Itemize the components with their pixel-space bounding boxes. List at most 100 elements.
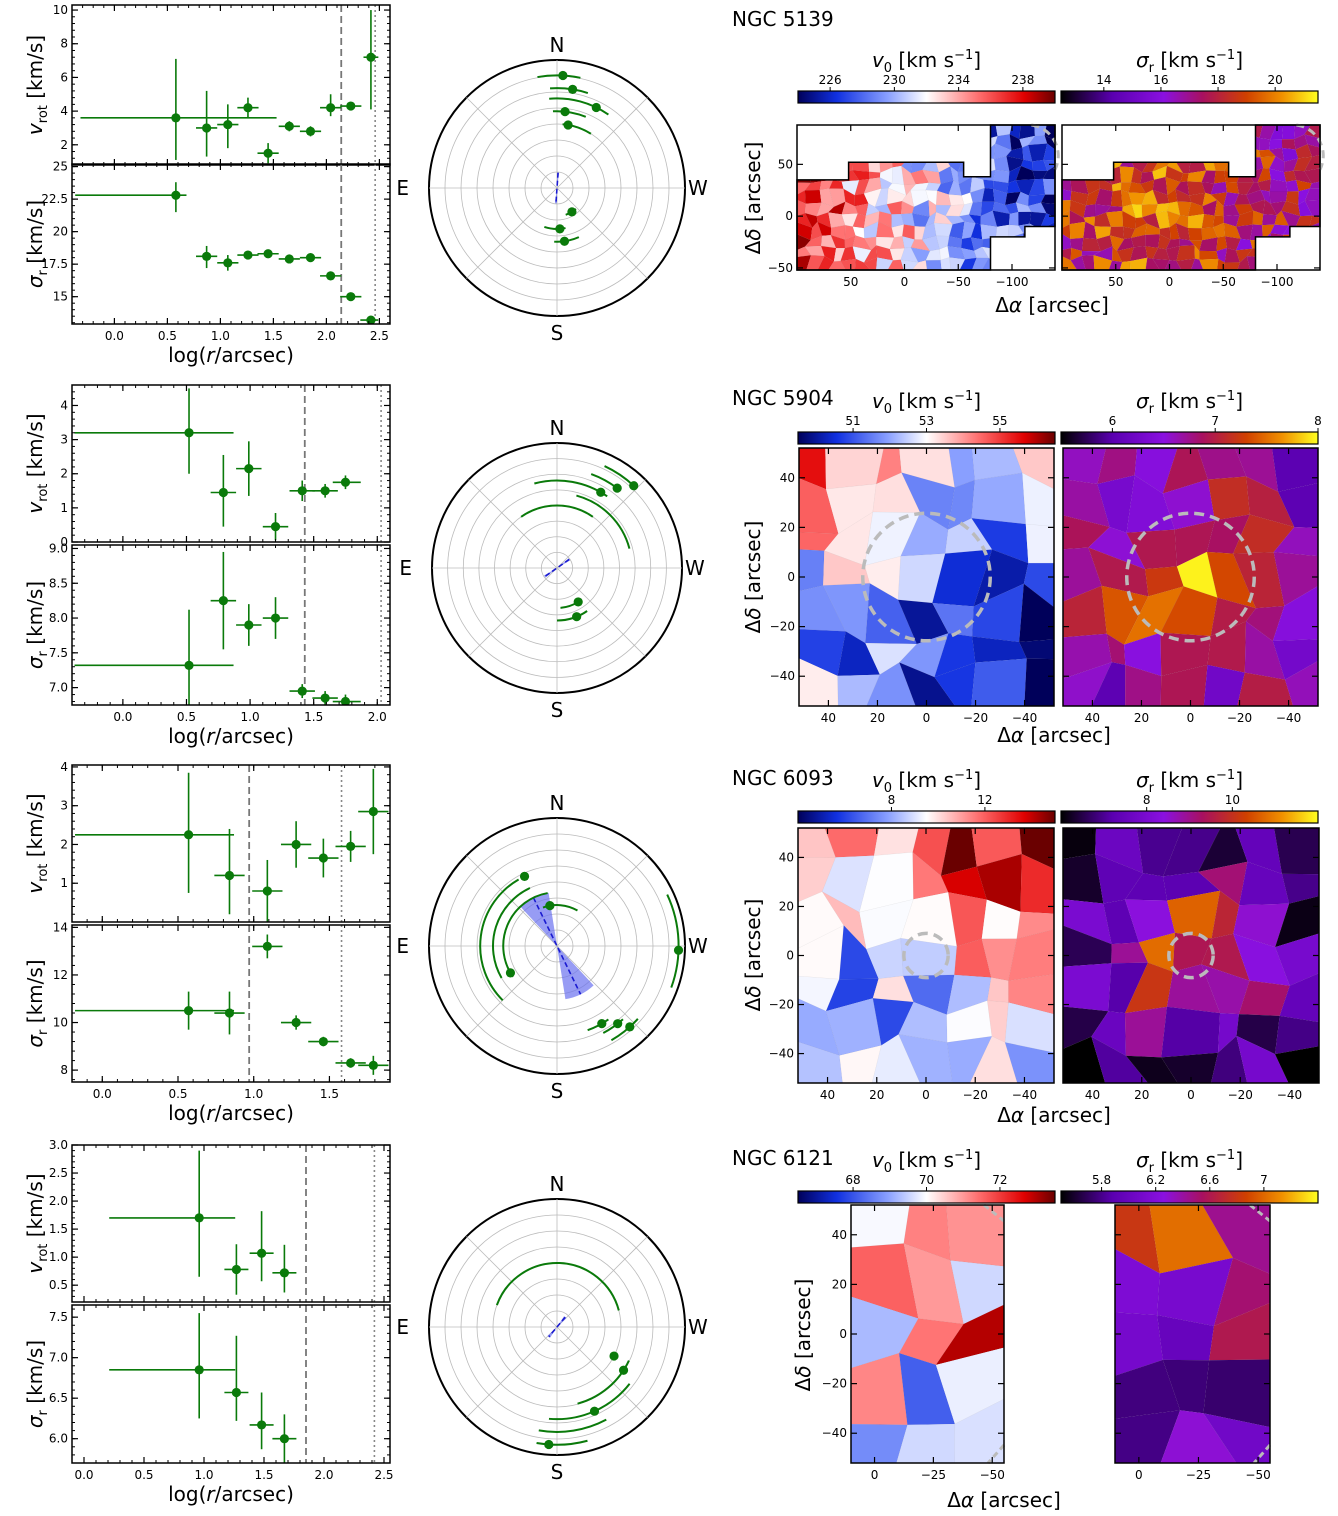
y-tick-label: 0	[60, 535, 68, 549]
map-x-tick: −40	[1012, 711, 1037, 725]
voronoi-bin	[854, 258, 871, 270]
y-tick-label: 8.5	[49, 576, 68, 590]
voronoi-bin	[1176, 125, 1192, 136]
voronoi-bin	[875, 257, 894, 270]
pa-arc-4	[495, 1262, 620, 1311]
voronoi-bin	[1160, 1052, 1219, 1083]
voronoi-bin	[1274, 1015, 1319, 1055]
voronoi-bin	[960, 134, 976, 151]
sigma-point-1	[231, 1387, 241, 1398]
map-x-tick: −50	[980, 1468, 1005, 1482]
compass-east: E	[396, 1315, 409, 1339]
voronoi-bin	[971, 257, 990, 270]
voronoi-bin	[1187, 227, 1203, 241]
sigma-point-1	[202, 251, 212, 261]
voronoi-bin	[873, 828, 919, 856]
y-tick-label: 22.5	[41, 192, 68, 206]
voronoi-bin	[1129, 257, 1148, 270]
pa-point-2	[596, 487, 606, 497]
voronoi-bin	[982, 179, 994, 190]
y-tick-label: 15	[53, 290, 68, 304]
voronoi-bin	[877, 134, 893, 147]
compass-south: S	[551, 698, 564, 722]
voronoi-bin	[1070, 255, 1086, 270]
voronoi-bin	[799, 549, 825, 592]
voronoi-bin	[1125, 1055, 1178, 1083]
voronoi-bin	[1279, 972, 1319, 1023]
voronoi-bin	[970, 658, 1028, 706]
x-tick-label: 1.5	[320, 1087, 339, 1101]
voronoi-bin	[1119, 260, 1131, 270]
voronoi-bin	[828, 125, 846, 135]
voronoi-bin	[1090, 1036, 1149, 1083]
voronoi-bin	[1170, 144, 1183, 163]
voronoi-bin	[817, 134, 833, 150]
x-tick-label: 1.0	[211, 329, 230, 343]
map-x-tick: 0	[1187, 711, 1195, 725]
map-x-tick: 0	[1135, 1468, 1143, 1482]
voronoi-bin	[1160, 664, 1208, 706]
polar-spoke	[466, 945, 558, 1037]
voronoi-bin	[1105, 133, 1120, 149]
y-tick-label: 3.0	[49, 1138, 68, 1152]
map-x-tick: −50	[1245, 1468, 1270, 1482]
voronoi-bin	[1063, 1036, 1106, 1083]
compass-west: W	[685, 556, 705, 580]
voronoi-bin	[1189, 132, 1207, 147]
map-x-tick: −20	[1227, 711, 1252, 725]
voronoi-bin	[1042, 165, 1055, 180]
voronoi-bin	[1234, 147, 1252, 162]
voronoi-bin	[1189, 125, 1208, 136]
voronoi-bin	[887, 145, 907, 163]
vrot-ylabel: vrot [km/s]	[23, 1173, 51, 1273]
pa-arc-2	[549, 97, 609, 116]
voronoi-bin	[1081, 155, 1101, 171]
pa-point-3	[609, 1351, 619, 1361]
voronoi-bin	[1223, 149, 1236, 162]
map-x-tick: 0	[922, 1088, 930, 1102]
sigma-point-3	[279, 1434, 289, 1444]
pa-point-0	[558, 70, 568, 81]
sigma-colorbar-tick: 8	[1143, 793, 1151, 807]
sigma-point-4	[318, 1036, 328, 1047]
x-tick-label: 1.5	[264, 329, 283, 343]
voronoi-bin	[1237, 672, 1294, 706]
voronoi-bin	[1198, 258, 1219, 270]
map-y-label: Δδ [arcsec]	[741, 142, 765, 255]
pa-point-4	[563, 120, 573, 130]
voronoi-bin	[825, 448, 884, 490]
voronoi-bin	[973, 134, 988, 151]
voronoi-bin	[1027, 232, 1048, 249]
voronoi-bin	[973, 125, 988, 141]
y-tick-label: 4	[60, 760, 68, 774]
voronoi-bin	[1070, 169, 1085, 181]
voronoi-bin	[926, 125, 942, 140]
voronoi-bin	[934, 662, 976, 706]
voronoi-bin	[1152, 258, 1170, 270]
pa-arc-6	[544, 225, 566, 230]
x-tick-label: 0.5	[158, 329, 177, 343]
voronoi-bin	[935, 1347, 1004, 1425]
y-tick-label: 4	[60, 398, 68, 412]
map-y-tick: −20	[822, 1377, 847, 1391]
v0-colorbar-tick: 72	[992, 1173, 1007, 1187]
voronoi-bin	[866, 662, 916, 706]
voronoi-bin	[1191, 143, 1206, 162]
map-x-tick: 50	[1108, 275, 1123, 289]
map-y-tick: 20	[779, 899, 794, 913]
vrot-ylabel: vrot [km/s]	[23, 35, 51, 135]
x-tick-label: 0.0	[93, 1087, 112, 1101]
voronoi-bin	[1119, 154, 1135, 168]
sigma-point-0	[184, 660, 194, 670]
voronoi-bin	[817, 155, 833, 170]
voronoi-bin	[830, 148, 845, 163]
vrot-point-1	[224, 870, 235, 881]
voronoi-bin	[1062, 255, 1078, 270]
map-x-tick: −50	[946, 275, 971, 289]
x-tick-label: 0.5	[177, 710, 196, 724]
voronoi-bin	[1016, 911, 1054, 940]
voronoi-bin	[911, 125, 930, 140]
rotation-axis-line	[532, 897, 582, 995]
voronoi-bin	[867, 134, 884, 148]
v0-colorbar-title: v0 [km s−1]	[872, 48, 981, 76]
